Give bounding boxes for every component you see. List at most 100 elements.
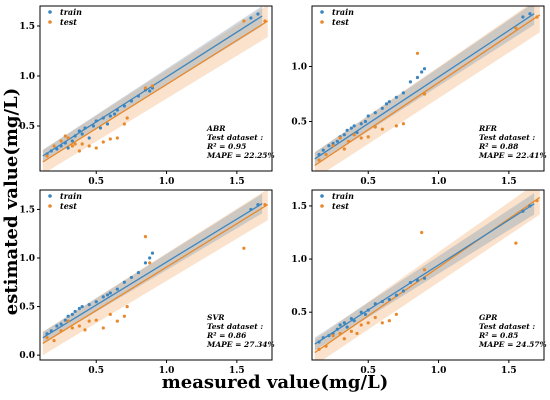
train-point (401, 289, 405, 293)
train-point (129, 99, 133, 103)
train-point (321, 148, 325, 152)
train-confidence-band (42, 193, 263, 344)
test-point (77, 149, 81, 153)
train-point (331, 141, 335, 146)
test-point (514, 26, 518, 30)
train-point (66, 314, 70, 318)
legend-marker-train (48, 194, 52, 198)
test-point (45, 336, 49, 340)
annotation-line: R² = 0.86 (206, 331, 247, 340)
train-point (136, 270, 141, 275)
test-point (83, 328, 87, 332)
test-point (387, 319, 391, 323)
test-point (150, 84, 155, 88)
y-tick-label: 0.0 (19, 351, 35, 361)
train-point (363, 312, 368, 316)
test-point (415, 51, 420, 55)
train-point (345, 325, 349, 329)
figure-x-label: measured value(mg/L) (161, 372, 389, 393)
train-point (352, 319, 356, 323)
y-tick-label: 0.5 (19, 303, 35, 313)
train-point (355, 130, 359, 135)
train-point (73, 134, 77, 138)
train-point (87, 303, 91, 307)
test-point (342, 337, 346, 341)
train-point (317, 152, 321, 157)
annotation-line: R² = 0.85 (478, 331, 518, 340)
legend-marker-test (320, 20, 324, 24)
legend-label-test: test (60, 17, 77, 27)
legend-label-train: train (60, 7, 82, 17)
train-point (136, 94, 141, 98)
legend-marker-train (48, 10, 52, 14)
test-point (420, 230, 424, 235)
train-point (122, 104, 126, 108)
annotation-line: Test dataset : (207, 322, 263, 331)
test-point (63, 134, 67, 138)
train-point (415, 75, 420, 80)
test-point (87, 144, 91, 148)
train-point (256, 12, 260, 16)
train-point (115, 287, 119, 291)
test-point (80, 142, 84, 146)
test-point (338, 331, 342, 336)
train-point (415, 278, 420, 282)
train-point (70, 139, 74, 143)
train-point (394, 95, 398, 99)
y-tick-label: 1.5 (19, 22, 35, 32)
train-point (521, 209, 525, 213)
train-fit-line (42, 203, 263, 339)
test-point (338, 136, 342, 140)
test-point (394, 124, 398, 128)
train-point (528, 204, 532, 208)
test-point (366, 321, 370, 325)
train-point (352, 124, 356, 128)
test-point (263, 19, 267, 23)
train-point (327, 144, 331, 148)
legend-label-test: test (332, 17, 349, 27)
train-point (317, 340, 321, 344)
test-point (263, 202, 267, 207)
plot-area (314, 6, 541, 171)
test-point (125, 304, 129, 309)
legend-label-train: train (332, 191, 354, 201)
test-confidence-band (42, 190, 268, 356)
train-point (363, 119, 368, 124)
train-point (148, 89, 152, 93)
train-point (77, 129, 81, 133)
train-point (83, 126, 87, 130)
test-point (373, 125, 377, 129)
train-point (528, 12, 532, 16)
train-point (349, 126, 353, 130)
test-point (331, 144, 335, 148)
test-point (101, 140, 105, 144)
train-point (349, 316, 353, 321)
test-point (514, 241, 518, 245)
train-point (521, 15, 525, 19)
test-point (422, 92, 427, 96)
test-point (331, 333, 335, 338)
train-fit-line (314, 13, 535, 160)
train-point (66, 146, 70, 150)
test-point (45, 154, 49, 158)
annotation-line: MAPE = 24.57% (478, 340, 547, 349)
test-point (366, 135, 370, 139)
train-point (327, 333, 331, 338)
test-point (359, 136, 363, 140)
annotation-line: SVR (207, 313, 224, 322)
train-point (422, 67, 427, 71)
y-tick-label: 1.5 (291, 202, 307, 212)
train-point (105, 293, 110, 297)
train-point (45, 332, 49, 336)
train-point (335, 139, 339, 143)
train-point (408, 280, 413, 285)
test-point (87, 319, 91, 323)
train-point (401, 91, 405, 95)
train-point (384, 102, 389, 106)
y-tick-label: 0.5 (291, 118, 307, 128)
test-point (324, 152, 328, 157)
train-point (148, 256, 152, 260)
test-point (94, 318, 98, 322)
